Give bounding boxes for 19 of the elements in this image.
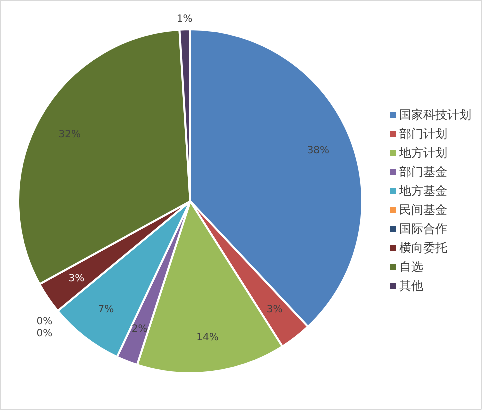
legend-label: 其他 [400,279,424,293]
legend-label: 自选 [400,260,424,274]
legend-label: 地方计划 [398,146,448,160]
legend-label: 民间基金 [400,203,448,217]
legend-label: 国际合作 [400,222,448,236]
legend-label: 国家科技计划 [400,108,472,122]
data-label: 3% [266,304,283,316]
text: 0% [36,316,53,328]
data-label: 14% [196,332,219,344]
legend-label: 部门基金 [400,165,448,179]
legend-label: 部门计划 [400,127,448,141]
data-label: 2% [132,324,148,335]
legend-label: 横向委托 [400,241,448,255]
text: 0% [36,328,53,340]
data-label: 7% [98,304,114,316]
data-label: 3% [68,273,85,284]
legend-label: 地方基金 [398,184,448,198]
data-label: 1% [176,14,193,25]
data-label: 38% [307,145,330,156]
